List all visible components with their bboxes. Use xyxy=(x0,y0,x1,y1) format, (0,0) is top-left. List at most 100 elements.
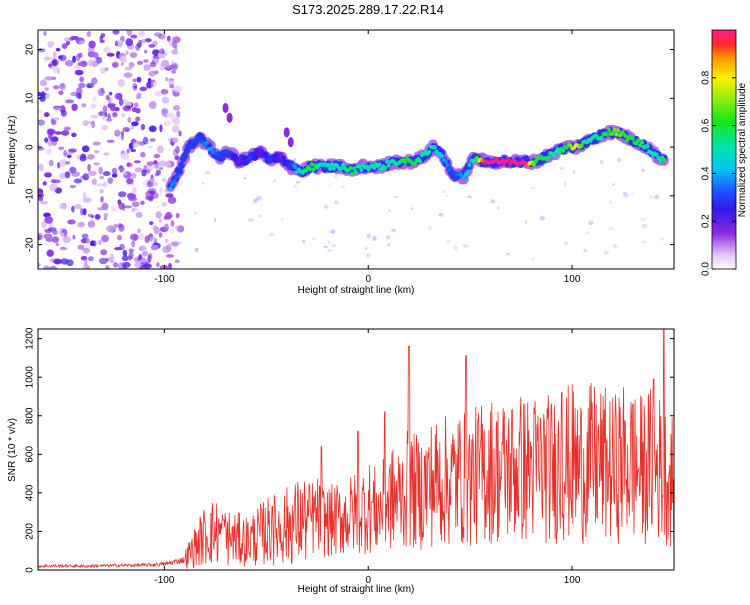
noise-blob xyxy=(171,49,179,55)
ridge-blob xyxy=(561,148,566,153)
noise-blob xyxy=(442,189,446,193)
noise-blob xyxy=(123,171,128,176)
ridge-blob xyxy=(645,144,650,149)
noise-blob xyxy=(117,79,125,87)
noise-blob xyxy=(204,171,211,175)
noise-blob xyxy=(41,221,47,229)
y-tick-label: 1000 xyxy=(25,366,36,389)
ridge-blob xyxy=(599,135,604,140)
ridge-blob xyxy=(467,162,472,168)
noise-blob xyxy=(99,189,104,194)
noise-blob xyxy=(141,250,149,257)
noise-blob xyxy=(134,261,142,269)
noise-blob xyxy=(126,148,130,154)
noise-blob xyxy=(160,88,169,95)
noise-blob xyxy=(131,240,136,248)
noise-blob xyxy=(138,30,146,37)
noise-blob xyxy=(102,105,108,113)
ridge-blob xyxy=(179,163,184,168)
noise-blob xyxy=(124,66,133,71)
noise-blob xyxy=(588,220,594,225)
ridge-blob xyxy=(185,150,189,155)
noise-blob xyxy=(322,245,329,248)
noise-blob xyxy=(148,125,157,133)
noise-blob xyxy=(156,145,164,154)
noise-blob xyxy=(164,223,169,232)
noise-blob xyxy=(539,216,545,221)
noise-blob xyxy=(117,234,122,241)
noise-blob xyxy=(127,117,132,123)
y-tick-label: -10 xyxy=(25,188,36,203)
noise-blob xyxy=(98,240,102,245)
noise-blob xyxy=(80,207,84,216)
ridge-blob xyxy=(555,147,560,152)
noise-blob xyxy=(126,162,133,168)
noise-blob xyxy=(387,209,391,212)
noise-blob xyxy=(132,186,137,195)
ridge-blob xyxy=(263,153,268,159)
noise-blob xyxy=(44,216,54,224)
noise-blob xyxy=(168,80,176,85)
noise-blob xyxy=(161,96,170,104)
noise-blob xyxy=(79,76,85,83)
noise-blob xyxy=(111,173,118,178)
noise-blob xyxy=(66,154,72,159)
noise-blob xyxy=(82,197,92,203)
ridge-blob xyxy=(219,154,224,159)
noise-blob xyxy=(48,159,54,167)
noise-blob xyxy=(114,129,121,137)
noise-blob xyxy=(88,40,96,49)
noise-blob xyxy=(583,249,588,253)
noise-blob xyxy=(139,86,148,92)
noise-blob xyxy=(82,191,87,199)
noise-blob xyxy=(58,90,64,96)
noise-blob xyxy=(153,226,160,235)
x-tick-label: -100 xyxy=(154,575,174,586)
noise-blob xyxy=(38,91,42,97)
noise-blob xyxy=(138,39,143,45)
noise-blob xyxy=(446,239,450,244)
ridge-blob xyxy=(249,155,254,160)
noise-blob xyxy=(170,64,177,69)
noise-blob xyxy=(149,236,157,243)
noise-blob xyxy=(59,246,68,251)
noise-blob xyxy=(101,202,109,211)
ridge-blob xyxy=(551,153,556,158)
noise-blob xyxy=(144,49,148,54)
noise-blob xyxy=(174,225,181,231)
ridge-blob xyxy=(625,137,630,143)
noise-blob xyxy=(161,108,169,114)
noise-blob xyxy=(94,214,101,220)
noise-blob xyxy=(102,181,107,187)
noise-blob xyxy=(55,242,59,247)
ridge-blob xyxy=(427,150,432,155)
noise-blob xyxy=(137,60,143,65)
noise-blob xyxy=(39,200,49,205)
noise-blob xyxy=(43,31,47,36)
noise-blob xyxy=(112,62,118,68)
noise-blob xyxy=(387,243,391,247)
noise-blob xyxy=(622,193,629,198)
noise-blob xyxy=(86,82,95,89)
noise-blob xyxy=(72,235,76,240)
noise-blob xyxy=(101,124,108,131)
noise-blob xyxy=(654,194,660,199)
noise-blob xyxy=(132,83,138,91)
ridge-blob xyxy=(636,138,641,143)
noise-blob xyxy=(86,31,92,37)
noise-blob xyxy=(149,138,156,142)
noise-blob xyxy=(572,170,576,175)
x-tick-label: 0 xyxy=(365,575,371,586)
ridge-blob xyxy=(386,163,391,168)
noise-blob xyxy=(158,232,163,238)
noise-blob xyxy=(173,85,182,93)
spectrogram-frame xyxy=(37,29,675,270)
noise-blob xyxy=(103,213,109,218)
noise-blob xyxy=(102,112,106,121)
ridge-blob xyxy=(546,155,551,160)
ridge-blob xyxy=(385,159,389,164)
noise-blob xyxy=(47,227,57,232)
noise-blob xyxy=(125,105,131,109)
noise-blob xyxy=(69,184,76,189)
noise-blob xyxy=(128,248,134,253)
